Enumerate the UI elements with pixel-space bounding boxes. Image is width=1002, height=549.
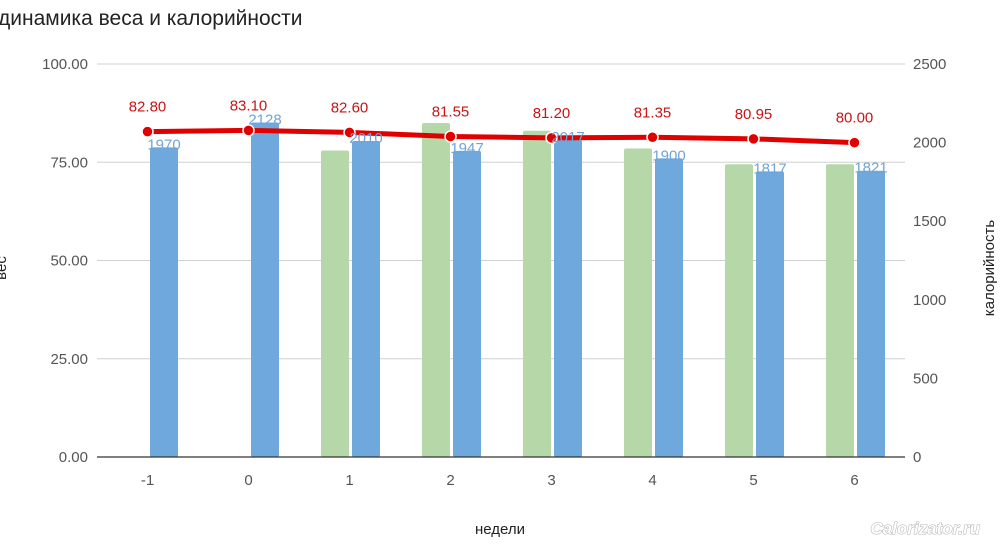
right-axis-title: калорийность	[981, 220, 998, 317]
weight-point	[545, 131, 558, 145]
calorie-data-label: 1947	[450, 140, 483, 157]
weight-bar	[624, 148, 652, 457]
weight-data-label: 80.00	[836, 110, 874, 127]
calorie-bar	[251, 122, 279, 458]
weight-bar	[826, 164, 854, 457]
weight-line-series	[141, 124, 861, 149]
calorie-data-label: 2010	[349, 130, 382, 147]
chart-title: динамика веса и калорийности	[0, 7, 303, 30]
left-axis-ticks: 0.00 25.00 50.00 75.00 100.00	[42, 56, 88, 466]
calorie-bar	[756, 171, 784, 457]
right-tick-label: 2000	[913, 135, 946, 152]
calorie-data-label: 1900	[652, 147, 685, 164]
weight-bar	[523, 130, 551, 457]
calorie-data-label: 2017	[551, 129, 584, 146]
calorie-bar	[352, 141, 380, 457]
watermark-text: Calorizator.ru	[870, 519, 980, 538]
weight-point	[343, 126, 356, 139]
weight-data-label: 81.55	[432, 104, 470, 121]
weight-data-label: 83.10	[230, 97, 268, 114]
calorie-data-label: 1970	[147, 136, 180, 153]
weight-data-label: 81.35	[634, 104, 672, 121]
weight-point	[646, 131, 659, 144]
weight-data-label: 80.95	[735, 106, 773, 123]
weight-data-label: 82.60	[331, 99, 369, 116]
right-tick-label: 1500	[913, 213, 946, 230]
weight-point	[444, 130, 457, 143]
calorie-data-label: 1821	[854, 160, 887, 177]
x-tick-label: -1	[141, 472, 154, 489]
weight-point	[141, 125, 154, 138]
weight-bar	[321, 150, 349, 457]
weight-point	[242, 124, 255, 137]
left-tick-label: 50.00	[50, 253, 88, 270]
left-tick-label: 100.00	[42, 56, 88, 73]
right-tick-label: 2500	[913, 56, 946, 73]
weight-data-label: 82.80	[129, 99, 167, 116]
left-axis-title: вес	[0, 256, 10, 280]
weight-bar	[422, 122, 450, 457]
x-tick-label: 5	[749, 472, 757, 489]
left-tick-label: 75.00	[50, 154, 88, 171]
weight-point	[848, 136, 861, 149]
calorie-bar	[150, 147, 178, 458]
right-tick-label: 1000	[913, 292, 946, 309]
x-tick-label: 0	[244, 472, 252, 489]
weight-line	[145, 127, 857, 146]
calorie-bar	[453, 150, 481, 458]
calorie-data-label: 2128	[248, 111, 281, 128]
x-tick-label: 3	[547, 472, 555, 489]
x-tick-label: 4	[648, 472, 656, 489]
weight-bar	[725, 164, 753, 457]
right-axis-ticks: 0 500 1000 1500 2000 2500	[913, 56, 946, 466]
x-tick-label: 1	[345, 472, 353, 489]
calorie-data-label: 1817	[753, 160, 786, 177]
weight-point	[747, 132, 760, 146]
right-tick-label: 0	[913, 449, 921, 466]
x-tick-label: 6	[850, 472, 858, 489]
x-axis-title: недели	[475, 521, 525, 538]
calorie-bar	[857, 170, 885, 457]
right-tick-label: 500	[913, 370, 938, 387]
bars	[150, 122, 885, 458]
weight-data-label: 81.20	[533, 105, 571, 122]
left-tick-label: 25.00	[50, 351, 88, 368]
calorie-bar	[655, 158, 683, 457]
x-axis-ticks: -1 0 1 2 3 4 5 6	[141, 472, 859, 489]
x-tick-label: 2	[446, 472, 454, 489]
left-tick-label: 0.00	[59, 449, 88, 466]
calorie-bar	[554, 139, 582, 457]
